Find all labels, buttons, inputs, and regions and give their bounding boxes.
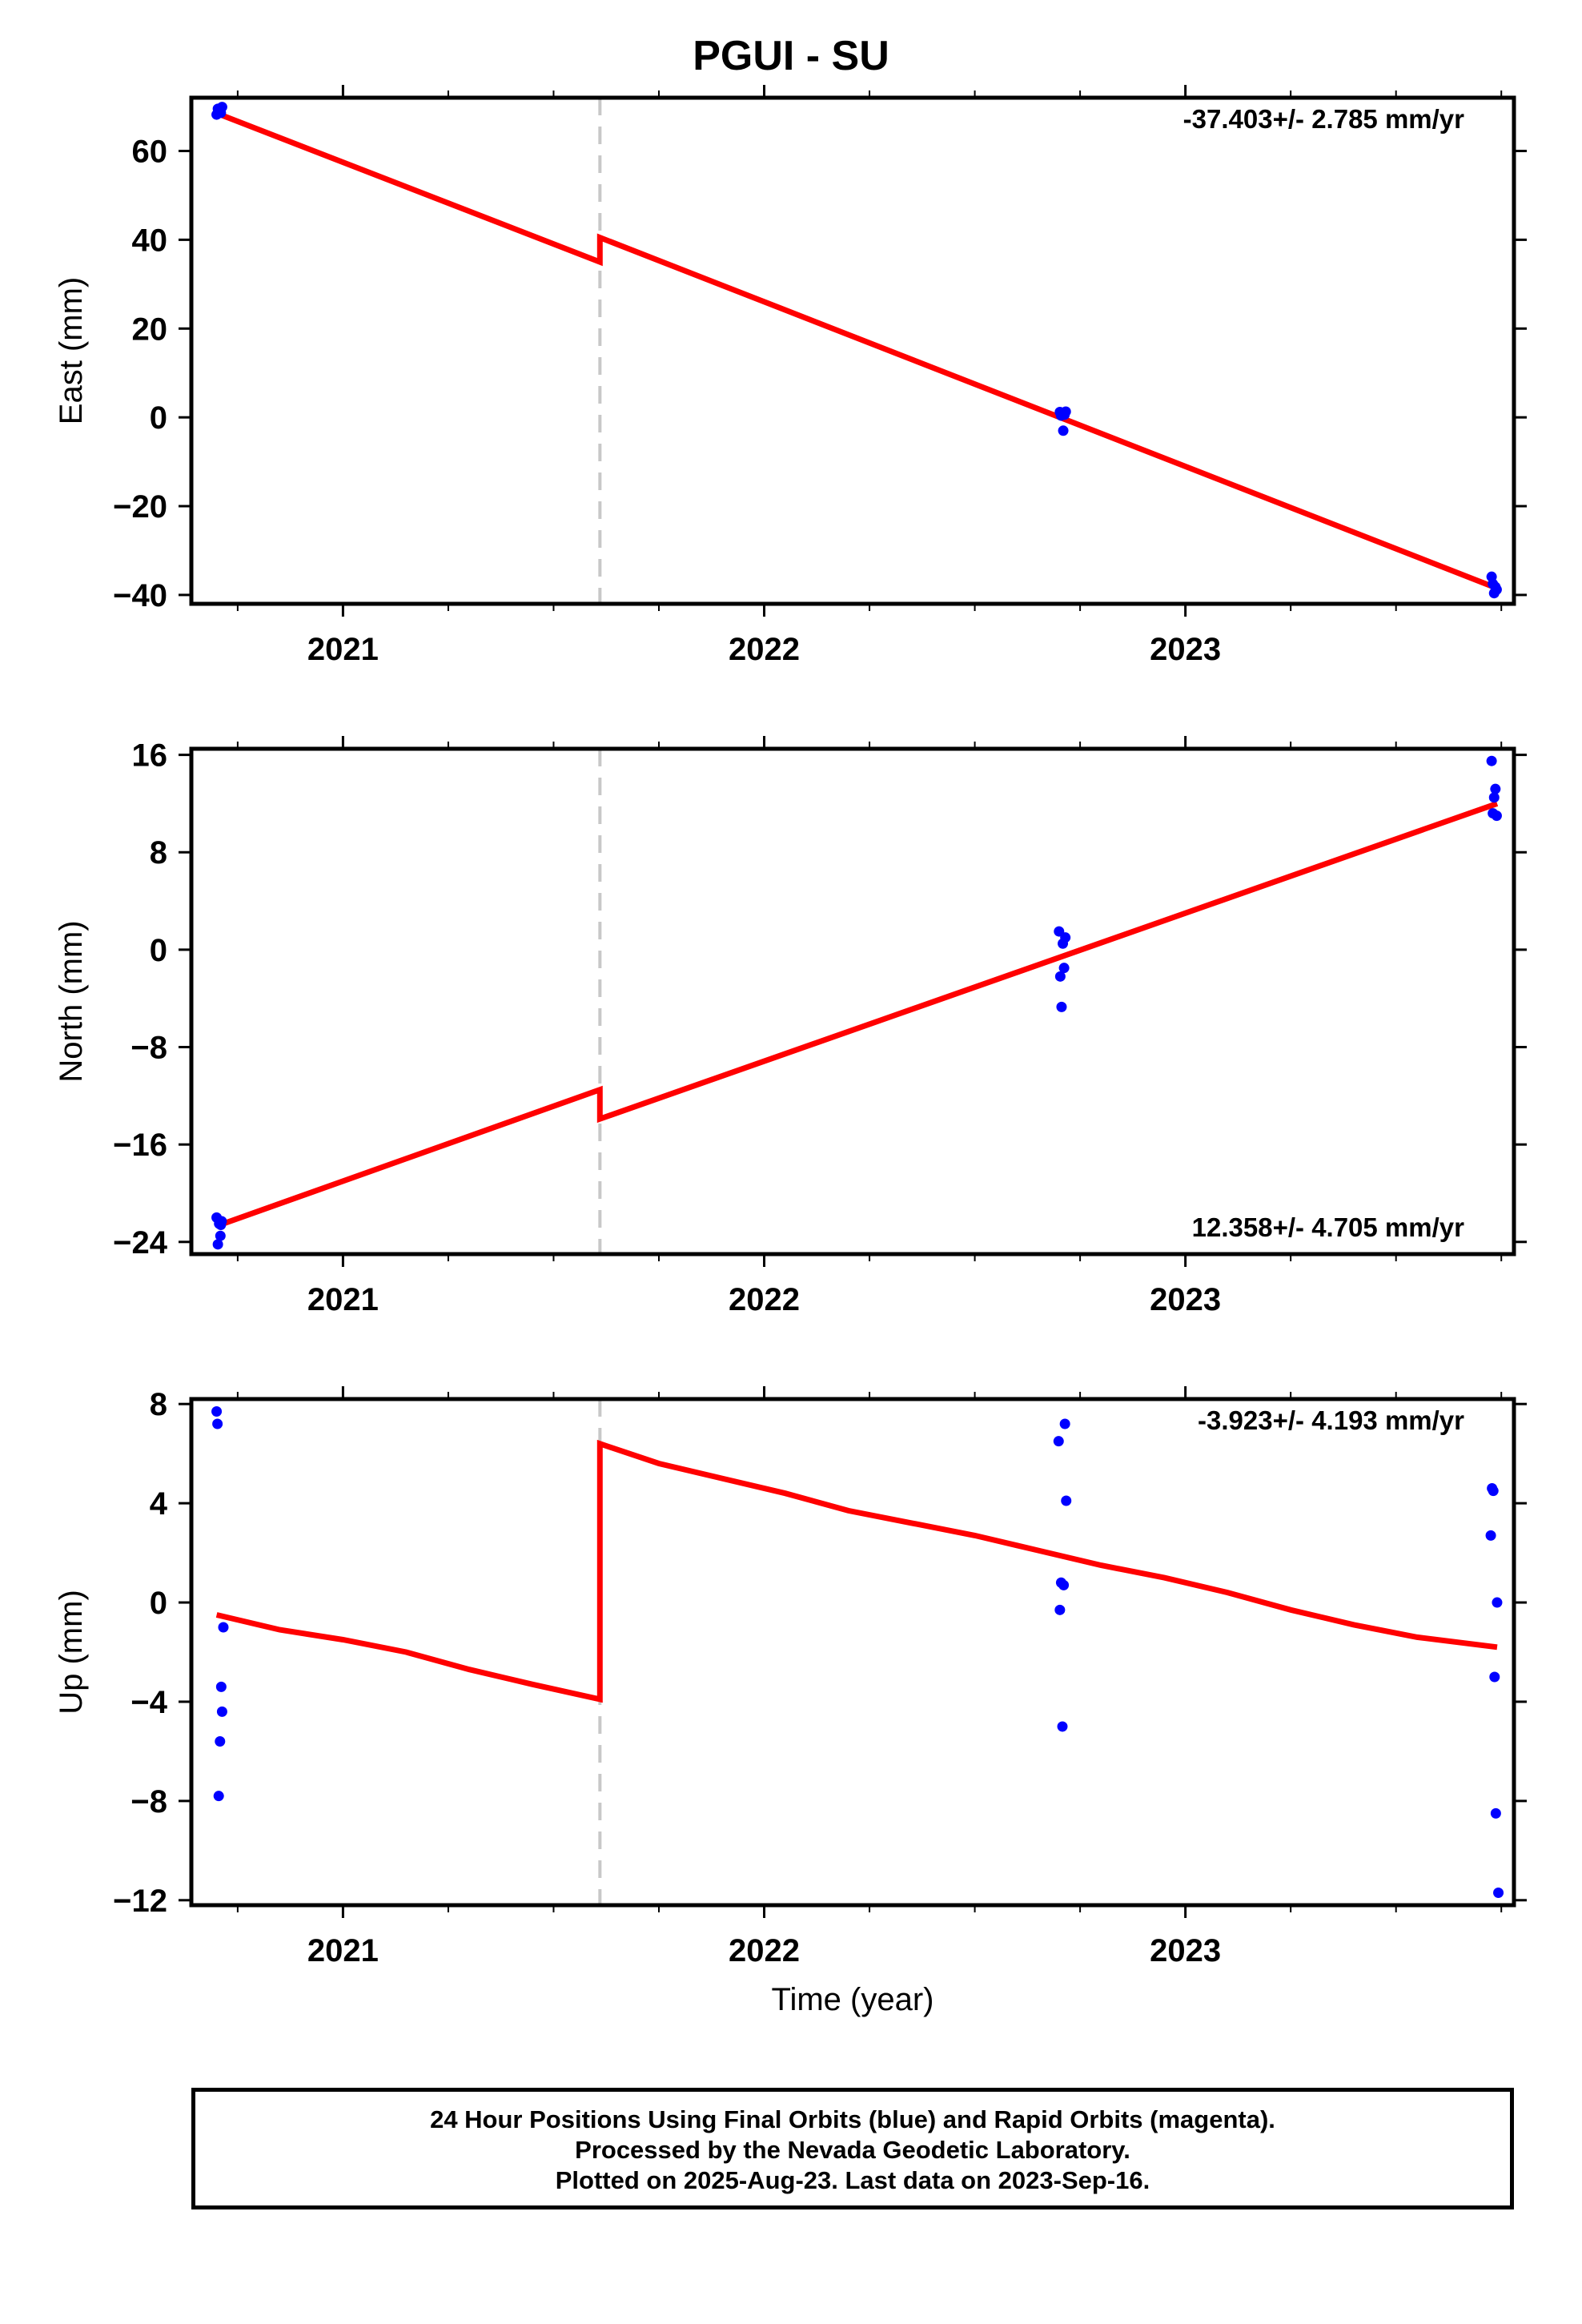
y-tick-label: 8	[150, 835, 167, 870]
data-point	[1490, 1807, 1501, 1819]
plot-frame	[189, 1397, 1516, 1908]
x-tick-label: 2022	[729, 632, 800, 667]
footer-line-3: Plotted on 2025-Aug-23. Last data on 202…	[555, 2166, 1150, 2194]
data-point	[215, 1681, 227, 1692]
y-tick-label: 20	[132, 312, 168, 347]
trend-fit-line	[215, 1439, 1498, 1703]
data-point	[1060, 932, 1071, 943]
y-tick-label: 8	[150, 1387, 167, 1422]
panel-1: 2021 2022 2023 −40 −20 0 20 40 60 East (mm) -37.40…	[54, 85, 1527, 667]
data-point	[1061, 1495, 1072, 1506]
y-tick-label: 40	[132, 223, 168, 258]
data-point	[1490, 783, 1501, 794]
data-point	[212, 1239, 223, 1250]
y-tick-label: 4	[150, 1486, 168, 1522]
y-tick-label: −8	[130, 1031, 167, 1066]
data-point	[1492, 1597, 1503, 1608]
y-tick-label: 0	[150, 933, 167, 968]
data-point	[1060, 406, 1071, 417]
y-tick-label: −20	[113, 489, 167, 525]
data-point	[1059, 1418, 1070, 1429]
x-axis-label: Time (year)	[772, 1982, 934, 2017]
y-tick-label: −4	[130, 1685, 167, 1720]
y-tick-label: −24	[113, 1225, 168, 1261]
data-point	[1488, 792, 1500, 803]
y-tick-label: −16	[113, 1128, 167, 1163]
y-axis-label: East (mm)	[54, 277, 89, 424]
data-point	[211, 1405, 223, 1417]
plot-frame	[189, 746, 1516, 1256]
data-point	[215, 1736, 226, 1747]
data-point	[216, 102, 227, 113]
x-tick-label: 2021	[307, 1282, 379, 1317]
data-point	[1053, 1436, 1064, 1447]
trend-fit-line	[215, 111, 1499, 591]
y-tick-label: −8	[130, 1784, 167, 1819]
data-point	[1054, 971, 1066, 982]
data-point	[212, 1418, 223, 1429]
data-point	[216, 1706, 227, 1717]
y-tick-label: 16	[132, 738, 168, 774]
x-tick-label: 2021	[307, 632, 379, 667]
x-tick-label: 2023	[1150, 1933, 1221, 1968]
chart-title: PGUI - SU	[693, 33, 889, 79]
trend-fit-line	[215, 801, 1499, 1229]
x-tick-label: 2022	[729, 1282, 800, 1317]
data-point	[1489, 1671, 1500, 1683]
data-point	[218, 1622, 229, 1633]
data-point	[215, 1220, 227, 1231]
data-point	[1058, 425, 1069, 436]
y-tick-label: 0	[150, 1586, 167, 1621]
data-point	[1486, 755, 1497, 766]
velocity-annotation: 12.358+/- 4.705 mm/yr	[1192, 1212, 1464, 1242]
data-point	[1491, 810, 1502, 822]
data-point	[213, 1791, 224, 1802]
footer-line-1: 24 Hour Positions Using Final Orbits (bl…	[430, 2105, 1275, 2133]
x-tick-label: 2022	[729, 1933, 800, 1968]
data-point	[1493, 1888, 1504, 1899]
x-tick-label: 2021	[307, 1933, 379, 1968]
x-tick-label: 2023	[1150, 632, 1221, 667]
y-axis-label: North (mm)	[54, 920, 89, 1082]
velocity-annotation: -3.923+/- 4.193 mm/yr	[1198, 1405, 1464, 1435]
y-tick-label: 0	[150, 400, 167, 436]
data-point	[1058, 1579, 1070, 1590]
data-point	[1485, 1530, 1496, 1541]
y-axis-label: Up (mm)	[54, 1590, 89, 1715]
data-point	[1491, 584, 1502, 595]
data-point	[1057, 1721, 1068, 1732]
panel-3: 2021 2022 2023 −12 −8 −4 0 4 8 Up (mm) -3.923+/- 4…	[54, 1386, 1527, 2017]
footer-line-2: Processed by the Nevada Geodetic Laborat…	[575, 2136, 1130, 2164]
y-tick-label: −12	[113, 1884, 167, 1919]
panel-2: 2021 2022 2023 −24 −16 −8 0 8 16 North (mm) 12.358…	[54, 736, 1527, 1317]
data-point	[215, 1230, 226, 1241]
data-point	[1056, 1001, 1067, 1012]
x-tick-label: 2023	[1150, 1282, 1221, 1317]
y-tick-label: −40	[113, 578, 167, 613]
velocity-annotation: -37.403+/- 2.785 mm/yr	[1183, 104, 1464, 134]
y-tick-label: 60	[132, 135, 168, 170]
footer-box: 24 Hour Positions Using Final Orbits (bl…	[191, 2088, 1514, 2209]
data-point	[1488, 1486, 1499, 1497]
plot-frame	[189, 95, 1516, 606]
data-point	[1058, 963, 1070, 974]
data-point	[1054, 1604, 1066, 1615]
